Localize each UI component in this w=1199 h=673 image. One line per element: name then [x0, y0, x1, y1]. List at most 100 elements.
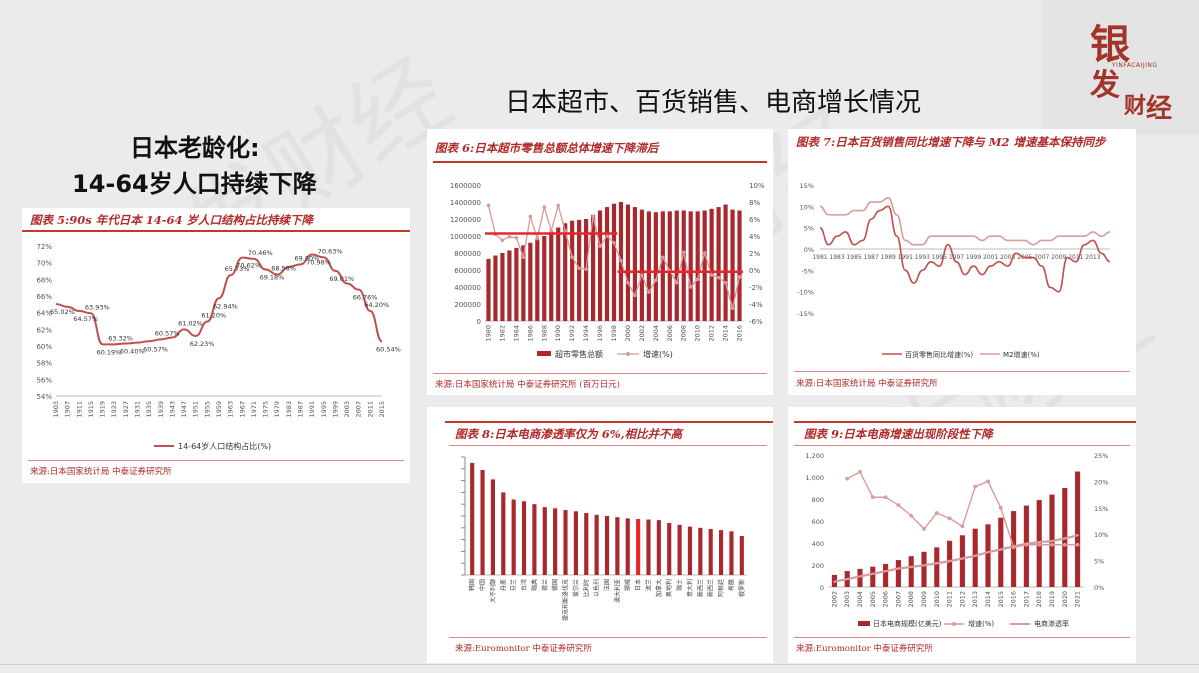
data-label: 65.73%	[225, 265, 250, 273]
x-tick-label: 1987	[297, 401, 305, 418]
x-tick-label: 2007	[894, 591, 902, 608]
x-tick-label: 2003	[1000, 254, 1015, 261]
bar	[639, 209, 644, 321]
x-tick-label: 1985	[846, 254, 861, 261]
bar	[653, 212, 658, 321]
bar	[883, 563, 889, 587]
x-tick-label: 2013	[1085, 254, 1100, 261]
y-tick-label: 400000	[454, 284, 481, 292]
chart-title: 图表 8:日本电商渗透率仅为 6%,相比并不高	[455, 427, 683, 441]
chart-svg: 0 200 400 600 800 1,000 1,200 0% 5% 10% 15% 20% 25% 2…	[805, 452, 1108, 628]
x-tick-label: 2011	[1068, 254, 1083, 261]
x-tick-label: 法国	[603, 579, 611, 591]
data-label: 64.57%	[73, 315, 98, 323]
y-tick-label: 200	[812, 562, 824, 570]
y-tick-label: 64%	[36, 310, 52, 318]
x-tick-label: 1931	[134, 401, 142, 418]
bar	[573, 511, 578, 575]
bar	[1075, 471, 1081, 587]
logo-char: 银	[1090, 21, 1130, 68]
x-tick-label: 俄罗斯	[738, 579, 746, 597]
bar	[542, 507, 547, 575]
y-tick-label-right: -2%	[749, 284, 763, 292]
legend-label: 增速(%)	[643, 349, 673, 359]
x-tick-label: 2017	[1022, 591, 1030, 608]
bar	[521, 245, 526, 321]
x-tick-label: 1963	[227, 401, 235, 418]
data-point	[1076, 534, 1079, 537]
bar	[709, 208, 714, 321]
x-tick-label: 1923	[110, 401, 118, 418]
x-tick-label: 2008	[907, 591, 915, 608]
x-tick-label: 1988	[540, 325, 548, 342]
data-label: 61.20%	[201, 312, 226, 320]
x-tick-label: 瑞士	[676, 579, 684, 591]
data-point	[598, 244, 602, 248]
y-tick-label: 800	[812, 496, 824, 504]
y-tick-label-right: 0%	[1094, 584, 1104, 592]
x-tick-label: 捷克和斯洛伐克	[562, 579, 570, 621]
data-point	[730, 306, 735, 311]
x-tick-label: 1982	[498, 325, 506, 342]
x-tick-label: 2014	[722, 325, 730, 342]
y-tick-label: 0	[477, 318, 481, 326]
y-tick-label: 0%	[804, 246, 814, 254]
data-label: 70.46%	[248, 249, 273, 257]
data-point	[986, 550, 990, 554]
bar	[615, 517, 620, 575]
bar	[611, 203, 617, 321]
x-tick-label: 1983	[285, 401, 293, 418]
y-tick-label: 800000	[454, 250, 481, 258]
data-label: 60.57%	[143, 345, 168, 353]
bar	[674, 210, 679, 321]
chart-title: 图表 7:日本百货销售同比增速下降与 M2 增速基本保持同步	[796, 135, 1106, 149]
x-tick-label: 1935	[145, 401, 153, 418]
x-tick-label: 2016	[1010, 591, 1018, 608]
x-tick-label: 2003	[343, 401, 351, 418]
data-point	[846, 577, 849, 581]
chart-panel-fig7: 图表 7:日本百货销售同比增速下降与 M2 增速基本保持同步 -15% -10% -…	[788, 129, 1136, 395]
x-tick-label: 波兰	[644, 579, 652, 591]
bar	[542, 236, 547, 321]
y-tick-label: 1000000	[450, 233, 481, 241]
series-line	[819, 196, 1111, 246]
data-point	[661, 255, 665, 260]
data-point	[647, 290, 651, 294]
bar	[729, 531, 734, 575]
bar	[687, 526, 693, 575]
x-tick-label: 丹麦	[499, 579, 507, 591]
x-tick-label: 1947	[180, 401, 188, 418]
data-point	[514, 235, 519, 240]
x-tick-label: 1971	[250, 401, 258, 418]
x-tick-label: 1989	[881, 254, 896, 261]
data-label: 61.02%	[178, 319, 203, 327]
x-tick-label: 1995	[932, 254, 947, 261]
x-tick-label: 2018	[1035, 591, 1043, 608]
x-tick-label: 2012	[708, 325, 716, 342]
bar	[702, 210, 707, 321]
x-tick-label: 比利时	[582, 579, 590, 597]
x-tick-label: 2004	[652, 325, 660, 342]
x-tick-label: 1993	[915, 254, 930, 261]
x-tick-label: 1951	[192, 401, 200, 418]
x-tick-label: 中国	[479, 579, 487, 591]
right-heading: 日本超市、百货销售、电商增长情况	[505, 88, 922, 118]
x-tick-label: 2010	[694, 325, 702, 342]
y-tick-label-right: 2%	[749, 250, 760, 258]
data-point	[934, 511, 939, 515]
bar	[681, 210, 686, 321]
data-label: 65.02%	[50, 308, 75, 316]
data-label: 70.62%	[236, 262, 261, 270]
x-tick-label: 日本	[634, 579, 642, 591]
data-point	[960, 524, 965, 529]
bar	[921, 551, 927, 587]
x-tick-label: 1975	[262, 401, 270, 418]
x-tick-label: 2016	[736, 325, 744, 342]
data-point	[633, 293, 637, 298]
data-label: 70.63%	[318, 247, 343, 255]
legend-label: 日本电商规模(亿美元)	[873, 619, 942, 628]
bar	[570, 220, 575, 321]
data-point	[584, 267, 588, 271]
x-tick-label: 2011	[946, 591, 954, 608]
data-point	[935, 562, 938, 565]
